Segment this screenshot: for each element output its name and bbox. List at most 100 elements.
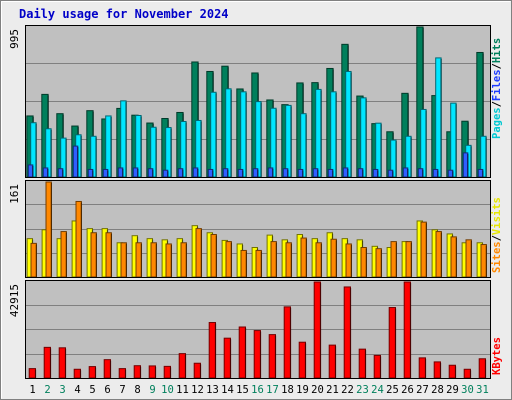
bar-kbytes — [478, 358, 487, 379]
bar-sites — [210, 234, 217, 278]
bar-sites — [90, 232, 97, 278]
x-tick-label: 24 — [371, 384, 384, 396]
bar-pages — [402, 167, 409, 178]
x-tick-label: 12 — [191, 384, 204, 396]
bar-pages — [147, 168, 154, 178]
bar-files — [375, 122, 382, 178]
x-tick-label: 22 — [341, 384, 354, 396]
bar-kbytes — [253, 330, 261, 379]
bar-sites — [180, 242, 187, 278]
bar-pages — [462, 152, 469, 178]
bar-sites — [135, 242, 142, 278]
bar-pages — [72, 145, 79, 178]
bar-pages — [267, 167, 274, 178]
bar-sites — [420, 221, 427, 278]
x-tick-label: 17 — [266, 384, 279, 396]
bar-files — [225, 88, 232, 178]
bar-files — [120, 100, 127, 178]
bar-files — [255, 101, 262, 178]
x-tick-label: 13 — [206, 384, 219, 396]
bar-pages — [132, 167, 139, 178]
bar-pages — [27, 164, 34, 178]
bar-kbytes — [163, 365, 171, 379]
bar-kbytes — [73, 368, 81, 379]
plot-border — [25, 280, 491, 379]
bar-pages — [192, 167, 199, 178]
bar-kbytes — [43, 346, 52, 379]
bar-pages — [372, 168, 379, 178]
x-tick-label: 9 — [149, 384, 155, 396]
bar-sites — [330, 238, 337, 278]
x-tick-label: 28 — [431, 384, 444, 396]
x-tick-label: 19 — [296, 384, 309, 396]
bar-kbytes — [103, 359, 111, 379]
bar-pages — [177, 168, 184, 178]
bar-pages — [222, 168, 229, 178]
panel-kbytes: 42915 KBytes — [8, 280, 503, 379]
bar-sites — [225, 241, 232, 278]
bar-pages — [417, 168, 424, 178]
bar-kbytes — [208, 322, 216, 379]
x-tick-label: 20 — [311, 384, 324, 396]
bar-kbytes — [223, 337, 231, 379]
x-tick-label: 4 — [74, 384, 80, 396]
y-max-label: 42915 — [8, 284, 21, 317]
bar-files — [270, 107, 277, 178]
bar-kbytes — [283, 306, 292, 379]
x-tick-label: 5 — [89, 384, 95, 396]
bar-files — [240, 91, 247, 178]
bar-pages — [237, 168, 244, 178]
bar-pages — [387, 169, 394, 178]
legend-item: Pages — [491, 107, 503, 139]
bar-sites — [285, 242, 292, 278]
x-tick-label: 15 — [236, 384, 249, 396]
bar-pages — [57, 168, 64, 178]
bar-pages — [42, 167, 49, 178]
x-tick-label: 11 — [176, 384, 189, 396]
plot-border — [25, 180, 491, 278]
chart-title: Daily usage for November 2024 — [19, 7, 229, 21]
bar-kbytes — [418, 357, 427, 379]
bar-kbytes — [238, 326, 246, 379]
bar-pages — [102, 168, 109, 178]
bar-files — [435, 57, 442, 178]
bar-files — [210, 91, 217, 178]
bar-kbytes — [298, 341, 307, 379]
legend: Pages/Files/Hits — [491, 38, 503, 139]
bar-kbytes — [343, 286, 352, 379]
bar-pages — [432, 168, 439, 178]
bar-files — [315, 88, 322, 178]
bar-kbytes — [433, 361, 442, 379]
bar-sites — [45, 181, 52, 278]
bar-files — [330, 91, 337, 178]
bar-kbytes — [133, 365, 141, 379]
legend-item: / — [491, 101, 503, 107]
bar-pages — [117, 167, 124, 178]
x-tick-label: 30 — [461, 384, 474, 396]
bar-kbytes — [28, 368, 37, 379]
bar-kbytes — [148, 365, 156, 379]
bar-kbytes — [403, 281, 412, 379]
bar-sites — [240, 249, 247, 278]
x-tick-label: 6 — [104, 384, 110, 396]
legend: Sites/Visits — [491, 197, 503, 273]
bar-files — [285, 104, 292, 178]
bar-sites — [345, 243, 352, 278]
bar-sites — [300, 237, 307, 278]
bar-sites — [105, 232, 112, 278]
bar-pages — [252, 168, 259, 178]
bar-kbytes — [463, 368, 472, 379]
x-tick-label: 26 — [401, 384, 414, 396]
x-tick-label: 2 — [44, 384, 50, 396]
bar-files — [450, 102, 457, 178]
bar-sites — [435, 231, 442, 278]
y-max-label: 995 — [8, 29, 21, 49]
bar-pages — [447, 169, 454, 178]
bar-sites — [165, 243, 172, 278]
bar-kbytes — [388, 307, 397, 379]
bar-pages — [162, 169, 169, 178]
x-tick-label: 3 — [59, 384, 65, 396]
bar-sites — [120, 242, 127, 278]
bar-sites — [390, 241, 397, 278]
